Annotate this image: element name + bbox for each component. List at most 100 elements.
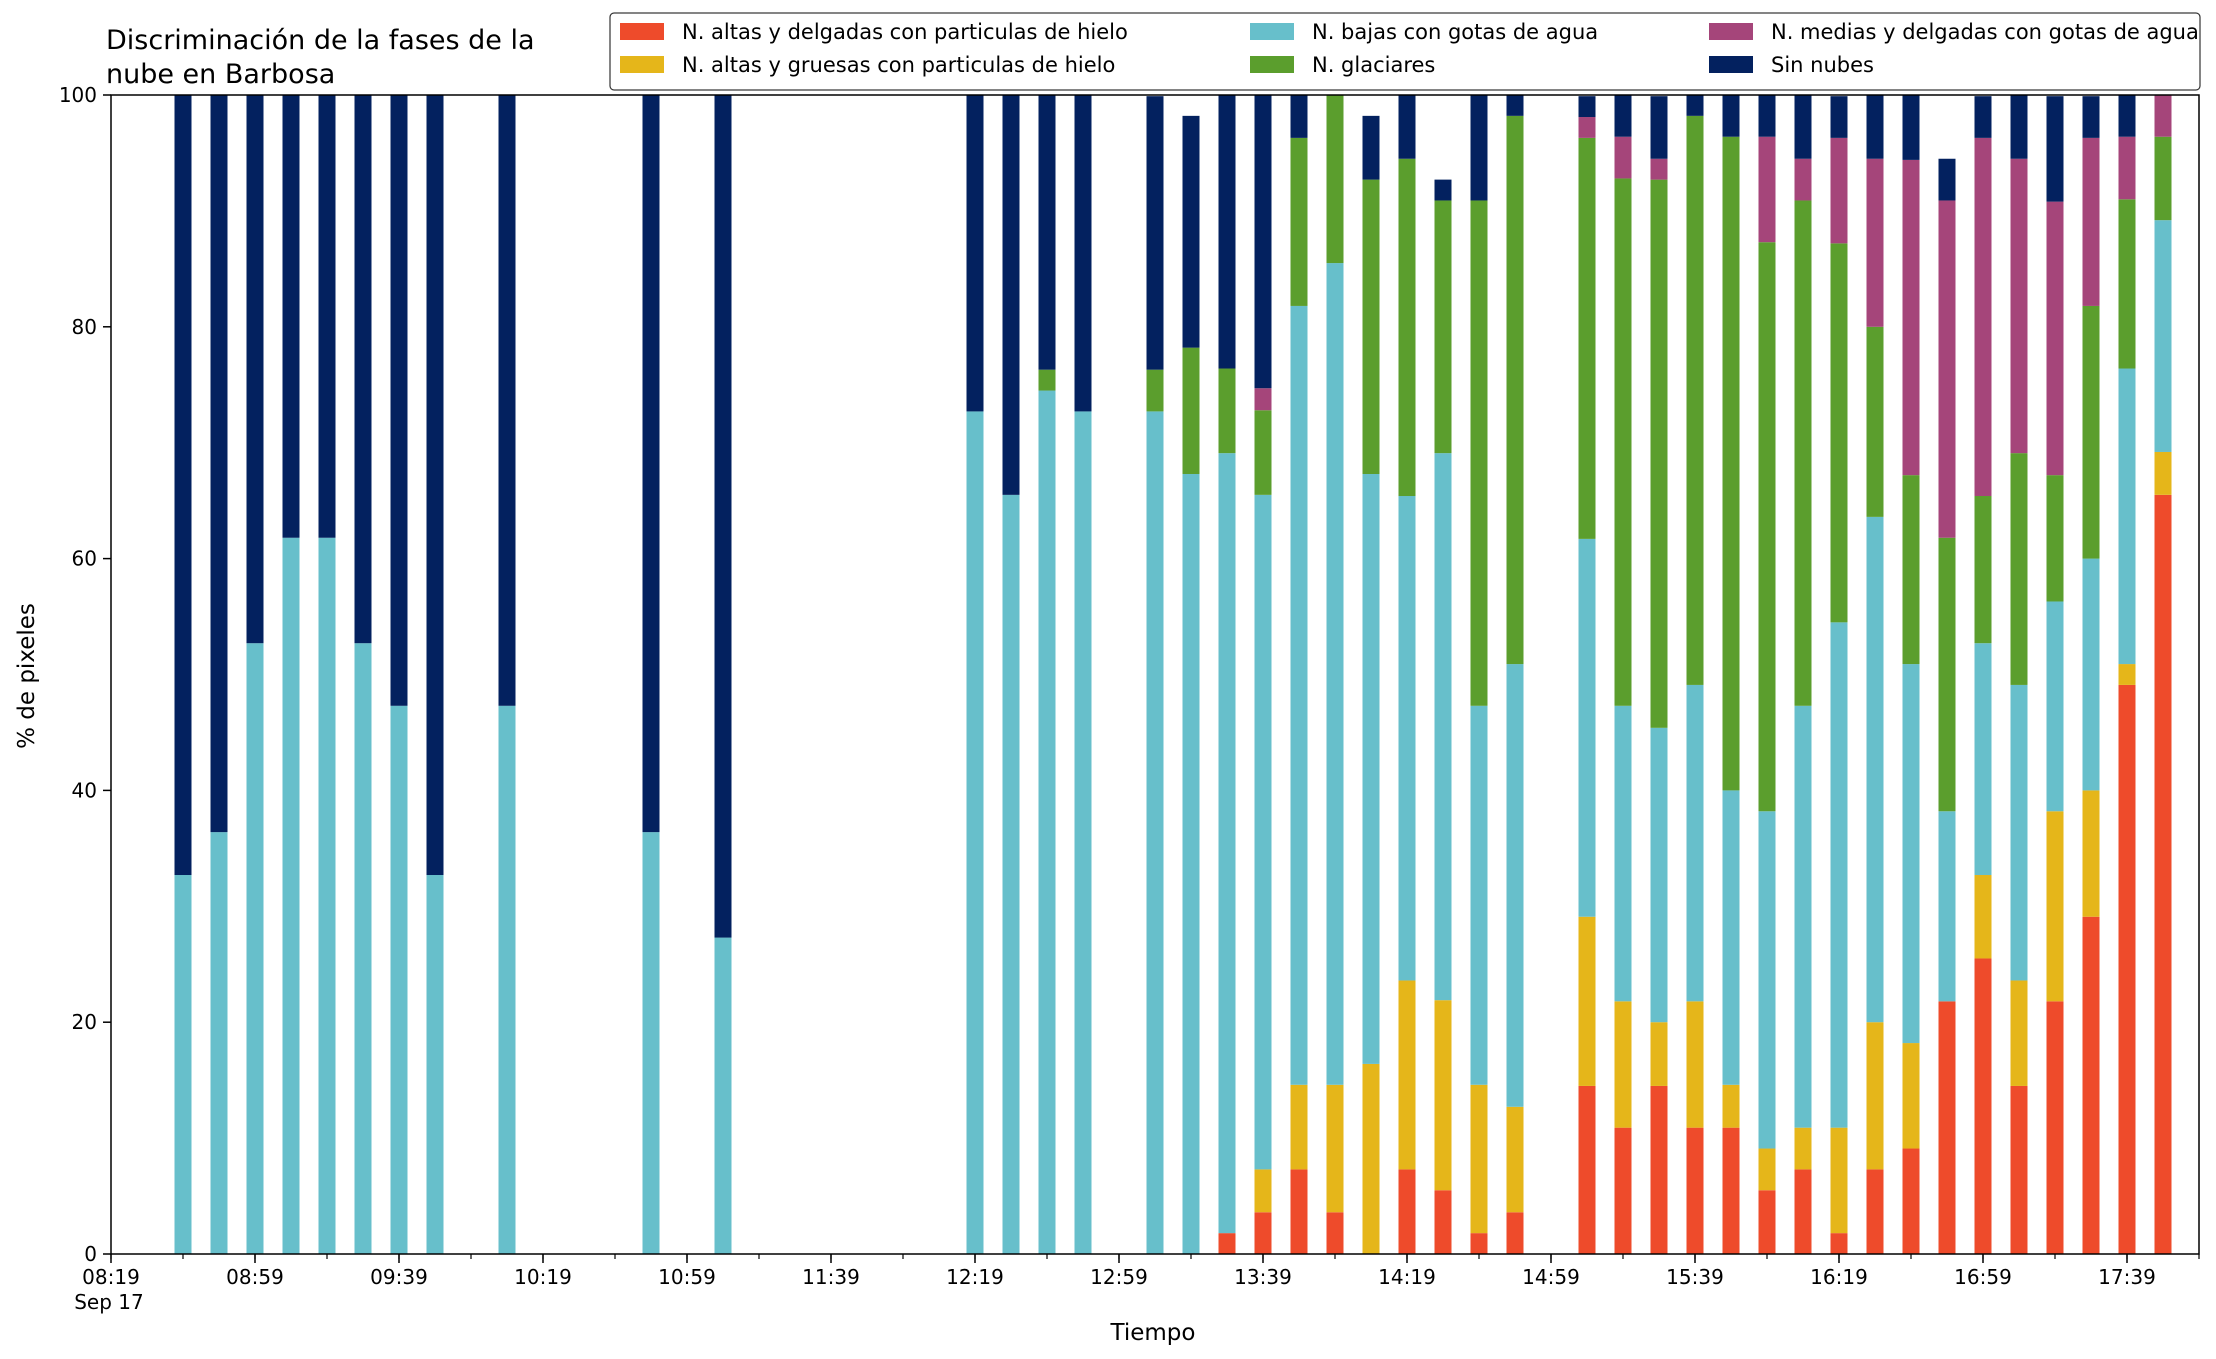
bar-segment [2010, 158, 2028, 454]
bar-segment [1794, 200, 1812, 706]
bar-segment [1434, 200, 1452, 454]
y-tick-label: 80 [72, 315, 97, 339]
bar-segment [1902, 475, 1920, 665]
bar-segment [1686, 684, 1704, 1002]
bar-segment [246, 95, 264, 644]
y-tick-label: 60 [72, 547, 97, 571]
legend-entry-label: N. altas y delgadas con particulas de hi… [682, 20, 1128, 44]
x-tick-label: 13:39 [1234, 1265, 1292, 1289]
bar-segment [210, 95, 228, 833]
bar-segment [1686, 115, 1704, 685]
bar-segment [282, 537, 300, 1254]
bar-segment [1326, 1084, 1344, 1213]
bar-segment [1830, 622, 1848, 1128]
x-tick-label: 10:19 [514, 1265, 572, 1289]
legend-border [609, 12, 2201, 91]
bar-segment [966, 95, 984, 412]
bar-segment [714, 95, 732, 938]
bar-segment [318, 537, 336, 1254]
bar-segment [2118, 199, 2136, 369]
bar-segment [1254, 1169, 1272, 1213]
bar-segment [1434, 453, 1452, 1001]
x-tick-label: 15:39 [1666, 1265, 1724, 1289]
bar-segment [642, 832, 660, 1254]
legend-entry-label: N. medias y delgadas con gotas de agua [1771, 20, 2199, 44]
bar-segment [1830, 96, 1848, 138]
bar-segment [2082, 790, 2100, 917]
bar-segment [1326, 95, 1344, 264]
legend-swatch [1709, 23, 1753, 40]
bar-segment [1434, 179, 1452, 201]
bar-segment [1830, 243, 1848, 623]
bar-segment [1758, 1190, 1776, 1254]
bar-segment [1614, 95, 1632, 137]
plot-frame [110, 94, 2200, 1255]
bar-segment [246, 643, 264, 1254]
bar-segment [1794, 705, 1812, 1128]
legend-entry-label: N. bajas con gotas de agua [1312, 20, 1598, 44]
bar-segment [1722, 136, 1740, 791]
y-tick-label: 0 [84, 1242, 97, 1266]
bar-segment [1146, 411, 1164, 1254]
bar-segment [1974, 958, 1992, 1254]
bar-segment [1938, 158, 1956, 201]
bar-segment [1578, 137, 1596, 539]
bar-segment [1038, 390, 1056, 1254]
bar-segment [1398, 158, 1416, 497]
bar-segment [1830, 1127, 1848, 1234]
bar-segment [1362, 473, 1380, 1064]
bar-segment [1758, 95, 1776, 137]
bar-segment [1254, 410, 1272, 495]
bar-segment [1938, 537, 1956, 812]
bar-segment [2046, 96, 2064, 202]
bar-segment [1722, 790, 1740, 1085]
bar-segment [2082, 137, 2100, 306]
bar-segment [174, 875, 192, 1254]
bar-segment [1362, 1063, 1380, 1254]
bar-segment [390, 705, 408, 1254]
legend-entry-label: N. altas y gruesas con particulas de hie… [682, 53, 1115, 77]
bar-segment [1974, 96, 1992, 138]
bar-segment [1830, 137, 1848, 244]
x-tick-label: 12:19 [946, 1265, 1004, 1289]
bar-segment [498, 95, 516, 706]
x-tick-label: 16:59 [1954, 1265, 2012, 1289]
legend-entry-label: Sin nubes [1771, 53, 1874, 77]
bar-segment [1722, 1127, 1740, 1254]
bar-segment [1614, 136, 1632, 179]
bar-segment [2154, 95, 2172, 137]
bar-segment [2010, 1085, 2028, 1254]
bar-segment [1470, 95, 1488, 201]
bar-segment [1290, 137, 1308, 306]
bar-segment [1974, 496, 1992, 644]
bar-segment [2154, 220, 2172, 452]
bar-segment [1398, 95, 1416, 159]
bar-segment [1074, 411, 1092, 1254]
bar-segment [426, 95, 444, 876]
x-tick-label: 08:59 [226, 1265, 284, 1289]
bar-segment [1758, 136, 1776, 243]
bar-segment [1614, 705, 1632, 1002]
bar-segment [1182, 347, 1200, 474]
y-tick-label: 40 [72, 778, 97, 802]
bar-segment [426, 875, 444, 1254]
bar-segment [1218, 1233, 1236, 1254]
legend-swatch [620, 56, 664, 73]
bar-segment [714, 937, 732, 1254]
bar-segment [1974, 643, 1992, 876]
bar-segment [1218, 368, 1236, 454]
bar-segment [2082, 916, 2100, 1254]
bar-segment [1398, 496, 1416, 981]
bar-segment [2010, 95, 2028, 159]
bar-segment [498, 705, 516, 1254]
bar-segment [1722, 95, 1740, 137]
bar-segment [1470, 1233, 1488, 1254]
bar-segment [1902, 1043, 1920, 1149]
bar-segment [1362, 179, 1380, 475]
bar-segment [1434, 1000, 1452, 1191]
bar-segment [1614, 178, 1632, 706]
bar-segment [1398, 1169, 1416, 1254]
legend-swatch [1250, 56, 1294, 73]
bar-segment [1002, 95, 1020, 495]
